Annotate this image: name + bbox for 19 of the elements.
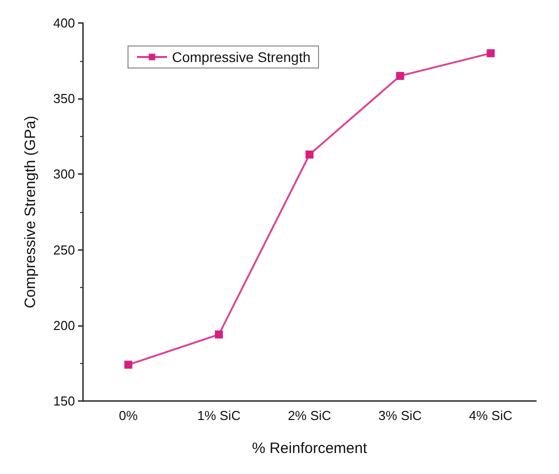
y-tick-label: 250 [53,242,75,258]
point [486,49,495,58]
point [306,150,314,159]
x-tick-label: 1% SiC [197,408,241,423]
y-tick-label: 400 [53,16,75,30]
point [214,330,223,338]
x-tick-label: 2% SiC [288,408,332,423]
y-tick-label: 350 [53,91,75,106]
y-tick-label: 300 [53,166,75,182]
y-axis-title: Compressive Strength (GPa) [22,116,39,308]
x-axis-title: % Reinforcement [252,440,368,457]
y-tick-label: 150 [53,394,75,408]
point [396,72,404,80]
point [124,360,132,369]
x-tick-label: 0% [118,408,138,423]
x-tick-label: 3% SiC [378,408,422,423]
y-tick-label: 200 [53,318,75,333]
x-tick-label: 4% SiC [469,408,512,423]
legend-label: Compressive Strength [172,49,311,65]
